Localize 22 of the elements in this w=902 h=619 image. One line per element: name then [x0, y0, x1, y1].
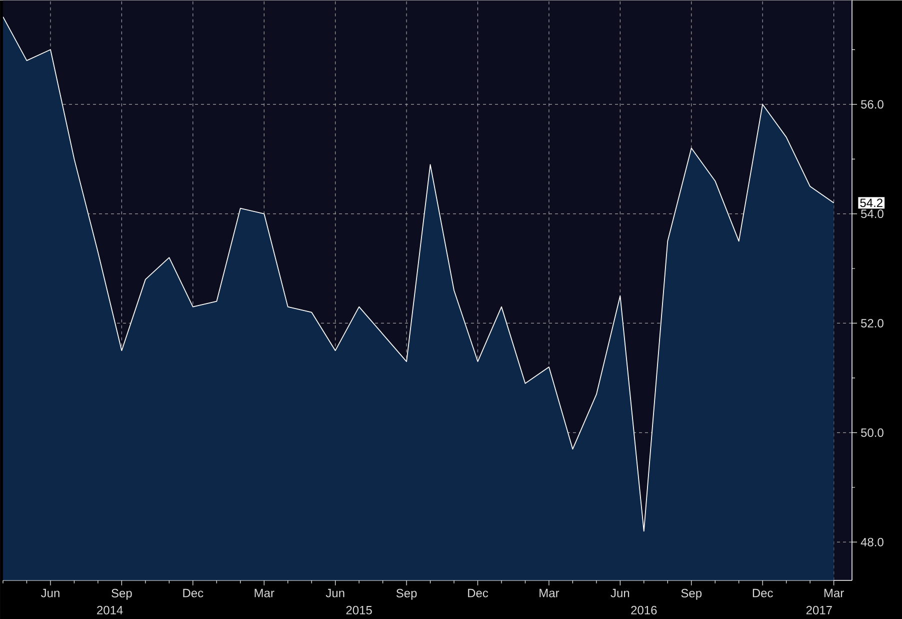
- x-tick-label: Jun: [41, 588, 60, 598]
- y-tick-label: 56.0: [861, 100, 884, 108]
- x-tick-label: Dec: [752, 588, 773, 598]
- x-tick-label: Jun: [610, 588, 630, 598]
- text: 2015: [346, 606, 372, 614]
- y-tick-label: 50.0: [861, 428, 884, 437]
- x-tick-label: Mar: [824, 588, 844, 598]
- x-tick-label: Dec: [468, 588, 488, 598]
- text: 2014: [97, 606, 123, 614]
- x-tick-label: Jun: [326, 588, 344, 598]
- x-tick-label: Sep: [112, 588, 132, 600]
- text: 2016: [631, 606, 657, 614]
- x-tick-label: Mar: [540, 588, 560, 598]
- y-tick-label: 52.0: [861, 318, 884, 328]
- text: 2017: [806, 606, 832, 614]
- y-tick-label: 48.0: [860, 538, 884, 546]
- x-tick-label: Sep: [396, 588, 417, 600]
- y-tick-label: 54.0: [861, 209, 884, 218]
- x-tick-label: Dec: [183, 588, 204, 598]
- x-tick-label: Mar: [254, 588, 274, 598]
- annotation: 54.2: [860, 198, 882, 207]
- x-tick-label: Sep: [681, 588, 702, 600]
